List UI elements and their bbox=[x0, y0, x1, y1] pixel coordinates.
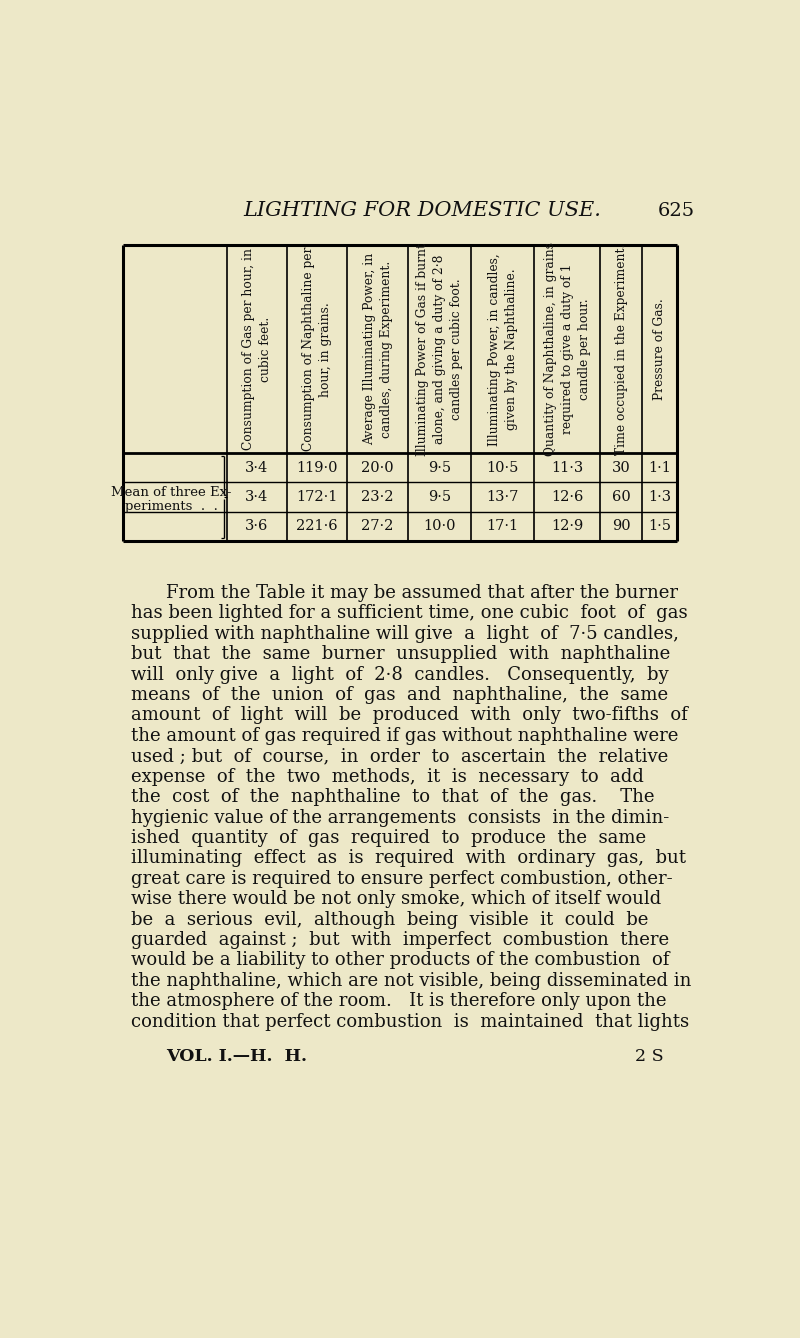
Text: LIGHTING FOR DOMESTIC USE.: LIGHTING FOR DOMESTIC USE. bbox=[243, 201, 602, 221]
Text: means  of  the  union  of  gas  and  naphthaline,  the  same: means of the union of gas and naphthalin… bbox=[131, 686, 668, 704]
Text: 27·2: 27·2 bbox=[362, 519, 394, 534]
Text: the naphthaline, which are not visible, being disseminated in: the naphthaline, which are not visible, … bbox=[131, 971, 691, 990]
Text: Illuminating Power, in candles,
given by the Naphthaline.: Illuminating Power, in candles, given by… bbox=[488, 253, 518, 446]
Text: supplied with naphthaline will give  a  light  of  7·5 candles,: supplied with naphthaline will give a li… bbox=[131, 625, 679, 642]
Text: VOL. I.—H.  H.: VOL. I.—H. H. bbox=[166, 1049, 307, 1065]
Text: 20·0: 20·0 bbox=[362, 460, 394, 475]
Text: Time occupied in the Experiment.: Time occupied in the Experiment. bbox=[614, 244, 627, 455]
Text: From the Table it may be assumed that after the burner: From the Table it may be assumed that af… bbox=[166, 585, 678, 602]
Text: 1·5: 1·5 bbox=[648, 519, 671, 534]
Text: 625: 625 bbox=[658, 202, 695, 219]
Text: be  a  serious  evil,  although  being  visible  it  could  be: be a serious evil, although being visibl… bbox=[131, 911, 648, 929]
Text: used ; but  of  course,  in  order  to  ascertain  the  relative: used ; but of course, in order to ascert… bbox=[131, 748, 668, 765]
Text: 221·6: 221·6 bbox=[297, 519, 338, 534]
Text: 1·1: 1·1 bbox=[648, 460, 671, 475]
Text: 10·5: 10·5 bbox=[486, 460, 519, 475]
Text: 119·0: 119·0 bbox=[297, 460, 338, 475]
Text: 12·9: 12·9 bbox=[551, 519, 583, 534]
Text: periments  .  .: periments . . bbox=[125, 500, 218, 512]
Text: great care is required to ensure perfect combustion, other-: great care is required to ensure perfect… bbox=[131, 870, 673, 887]
Text: 1·3: 1·3 bbox=[648, 490, 671, 504]
Text: has been lighted for a sufficient time, one cubic  foot  of  gas: has been lighted for a sufficient time, … bbox=[131, 605, 688, 622]
Text: ished  quantity  of  gas  required  to  produce  the  same: ished quantity of gas required to produc… bbox=[131, 830, 646, 847]
Text: 11·3: 11·3 bbox=[551, 460, 583, 475]
Text: 3·6: 3·6 bbox=[246, 519, 269, 534]
Text: 90: 90 bbox=[612, 519, 630, 534]
Text: 10·0: 10·0 bbox=[423, 519, 456, 534]
Text: will  only give  a  light  of  2·8  candles.   Consequently,  by: will only give a light of 2·8 candles. C… bbox=[131, 666, 669, 684]
Text: guarded  against ;  but  with  imperfect  combustion  there: guarded against ; but with imperfect com… bbox=[131, 931, 669, 949]
Text: 3·4: 3·4 bbox=[246, 490, 269, 504]
Text: illuminating  effect  as  is  required  with  ordinary  gas,  but: illuminating effect as is required with … bbox=[131, 850, 686, 867]
Text: but  that  the  same  burner  unsupplied  with  naphthaline: but that the same burner unsupplied with… bbox=[131, 645, 670, 664]
Text: 12·6: 12·6 bbox=[551, 490, 583, 504]
Text: 9·5: 9·5 bbox=[428, 490, 451, 504]
Text: amount  of  light  will  be  produced  with  only  two-fifths  of: amount of light will be produced with on… bbox=[131, 706, 688, 724]
Text: hygienic value of the arrangements  consists  in the dimin-: hygienic value of the arrangements consi… bbox=[131, 808, 670, 827]
Text: Average Illuminating Power, in
candles, during Experiment.: Average Illuminating Power, in candles, … bbox=[362, 253, 393, 446]
Text: Mean of three Ex-: Mean of three Ex- bbox=[111, 486, 231, 499]
Text: Illuminating Power of Gas if burnt
alone, and giving a duty of 2·8
candles per c: Illuminating Power of Gas if burnt alone… bbox=[416, 242, 463, 456]
Text: the  cost  of  the  naphthaline  to  that  of  the  gas.    The: the cost of the naphthaline to that of t… bbox=[131, 788, 654, 805]
Text: 9·5: 9·5 bbox=[428, 460, 451, 475]
Text: Quantity of Naphthaline, in grains
required to give a duty of 1
candle per hour.: Quantity of Naphthaline, in grains requi… bbox=[544, 242, 590, 456]
Text: 172·1: 172·1 bbox=[297, 490, 338, 504]
Text: Consumption of Gas per hour, in
cubic feet.: Consumption of Gas per hour, in cubic fe… bbox=[242, 249, 272, 450]
Text: 60: 60 bbox=[612, 490, 630, 504]
Text: 17·1: 17·1 bbox=[486, 519, 518, 534]
Text: expense  of  the  two  methods,  it  is  necessary  to  add: expense of the two methods, it is necess… bbox=[131, 768, 644, 785]
Text: would be a liability to other products of the combustion  of: would be a liability to other products o… bbox=[131, 951, 670, 969]
Text: 3·4: 3·4 bbox=[246, 460, 269, 475]
Text: Consumption of Naphthaline per
hour, in grains.: Consumption of Naphthaline per hour, in … bbox=[302, 248, 332, 451]
Text: Pressure of Gas.: Pressure of Gas. bbox=[653, 298, 666, 400]
Text: 13·7: 13·7 bbox=[486, 490, 519, 504]
Text: wise there would be not only smoke, which of itself would: wise there would be not only smoke, whic… bbox=[131, 890, 662, 909]
Text: condition that perfect combustion  is  maintained  that lights: condition that perfect combustion is mai… bbox=[131, 1013, 689, 1030]
Text: 23·2: 23·2 bbox=[362, 490, 394, 504]
Text: 2 S: 2 S bbox=[634, 1049, 663, 1065]
Text: the amount of gas required if gas without naphthaline were: the amount of gas required if gas withou… bbox=[131, 727, 678, 745]
Text: the atmosphere of the room.   It is therefore only upon the: the atmosphere of the room. It is theref… bbox=[131, 993, 666, 1010]
Text: 30: 30 bbox=[612, 460, 630, 475]
